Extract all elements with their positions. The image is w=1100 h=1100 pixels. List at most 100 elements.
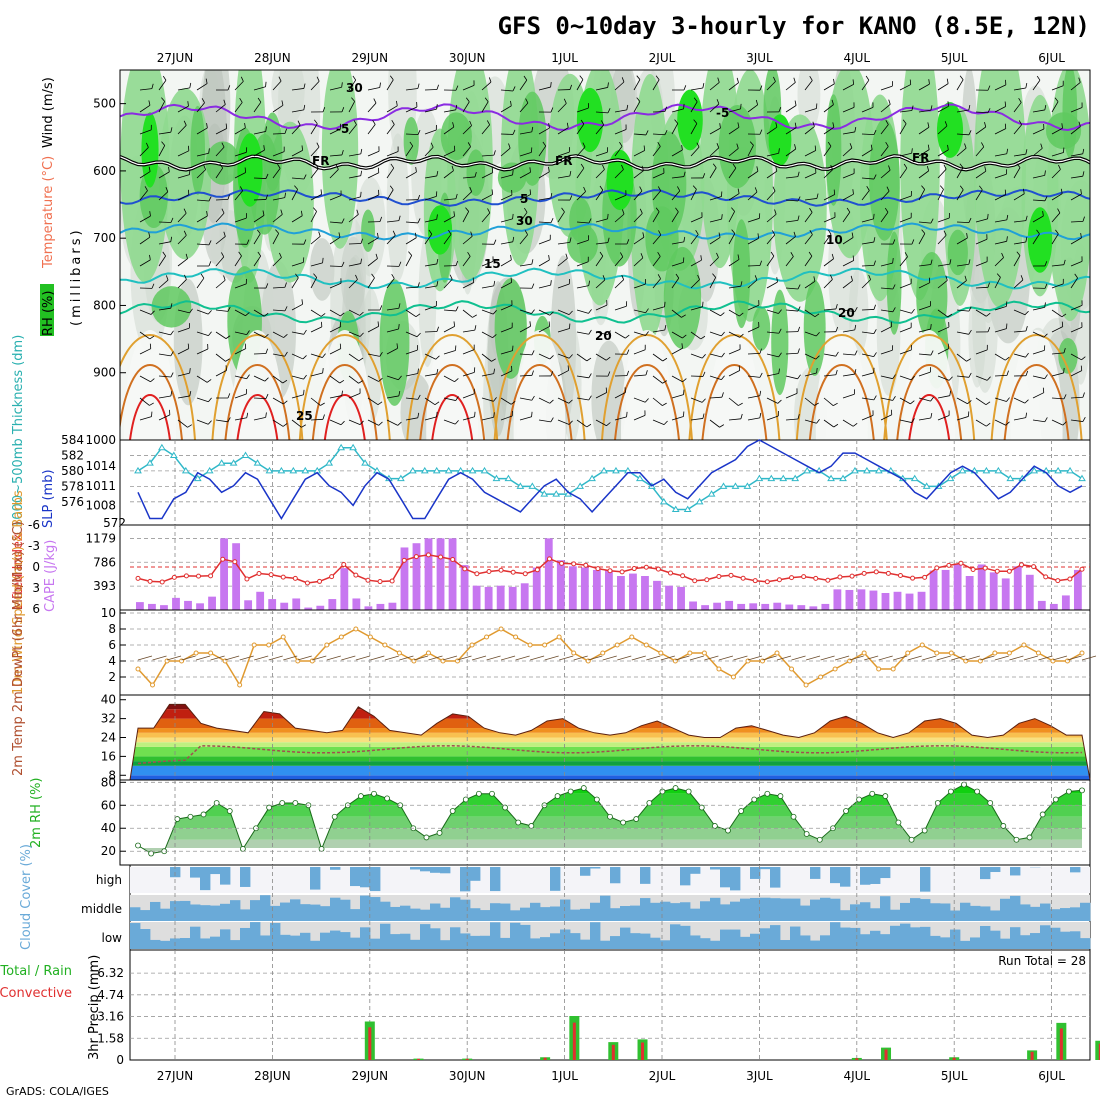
- wind-barb-flag: [892, 258, 894, 264]
- wind-barb-flag: [645, 370, 648, 376]
- wind-barb-flag: [223, 231, 226, 237]
- wind-barb: [709, 419, 720, 428]
- thickness-marker: [516, 482, 525, 489]
- precip-conv-bar: [368, 1027, 372, 1060]
- wind-barb-flag: [695, 229, 699, 235]
- wind-barb: [196, 309, 209, 315]
- temp-contour-25: [120, 334, 196, 440]
- wind-barb-flag: [263, 145, 265, 151]
- lifted-index-marker: [329, 574, 335, 580]
- cape-bar: [232, 543, 241, 610]
- wind-barb: [861, 79, 870, 91]
- thickness-marker: [803, 466, 812, 474]
- wind10-barb: [631, 655, 646, 661]
- wind10-barb: [254, 655, 269, 661]
- wind-barb-flag: [852, 255, 855, 261]
- rh-marker: [895, 819, 902, 826]
- wind-barb: [975, 218, 988, 223]
- lifted-index-marker: [365, 577, 371, 583]
- wind-barb-flag: [1080, 233, 1082, 239]
- wind-barb-flag: [1044, 261, 1048, 267]
- wind-barb-flag: [149, 254, 151, 260]
- cloud-cell: [370, 897, 381, 921]
- wind-barb: [481, 353, 492, 362]
- wind-barb-flag: [257, 97, 262, 103]
- wind-barb: [880, 287, 893, 290]
- rh-marker: [633, 816, 640, 822]
- wind-barb: [880, 375, 893, 380]
- cloud-cell: [520, 924, 531, 949]
- lifted-index-marker: [1055, 578, 1061, 584]
- wind-barb-flag: [911, 148, 913, 154]
- wind-barb-flag: [529, 321, 531, 327]
- wind-barb: [956, 397, 968, 405]
- cape-bar: [701, 605, 710, 610]
- wind-barb-flag: [277, 163, 281, 169]
- wind-barb: [937, 395, 950, 399]
- wind-barb: [1013, 255, 1021, 267]
- wind-barb: [728, 82, 739, 91]
- wind-barb: [937, 125, 948, 135]
- rh-marker: [239, 846, 246, 852]
- wind-barb-flag: [227, 194, 230, 200]
- cloud-cell: [410, 908, 421, 921]
- wind-barb-flag: [655, 75, 660, 80]
- freezing-level-inner: [120, 155, 1090, 171]
- wind-barb-flag: [797, 306, 801, 312]
- wind-barb: [842, 329, 855, 333]
- lifted-index-marker: [885, 570, 891, 576]
- wind10-marker: [324, 642, 330, 648]
- wind10-barb: [951, 655, 966, 661]
- wind10-marker: [396, 650, 402, 656]
- cloud-cell: [980, 867, 991, 880]
- wind-barb: [310, 80, 320, 91]
- cloud-cell: [140, 929, 151, 949]
- wind-barb-flag: [150, 310, 155, 315]
- wind-barb-flag: [939, 185, 944, 190]
- wind-barb: [785, 105, 797, 113]
- cloud-cell: [710, 940, 721, 949]
- cloud-cell: [220, 929, 231, 949]
- wind-barb: [519, 102, 529, 113]
- cloud-cell: [330, 930, 341, 949]
- wind-barb: [576, 79, 584, 91]
- wind-barb-flag: [621, 77, 625, 83]
- cloud-cell: [880, 867, 891, 879]
- cloud-cell: [310, 904, 321, 921]
- cape-bar: [917, 591, 926, 610]
- wind-barb: [481, 81, 492, 91]
- cape-bar: [821, 603, 830, 610]
- wind-barb-flag: [987, 108, 991, 113]
- wind-barb-flag: [835, 304, 838, 310]
- wind10-marker: [905, 650, 911, 656]
- wind-barb-flag: [1025, 326, 1028, 332]
- wind-barb: [557, 397, 569, 404]
- wind-barb: [785, 309, 798, 312]
- thickness-marker: [635, 474, 644, 482]
- thickness-marker: [779, 474, 788, 482]
- wind-barb-flag: [170, 127, 173, 133]
- wind-barb-flag: [812, 121, 815, 127]
- wind-barb: [215, 309, 228, 312]
- wind-barb-flag: [353, 120, 357, 125]
- cloud-cell: [660, 940, 671, 949]
- wind-barb: [158, 414, 171, 421]
- wind-barb-flag: [238, 251, 242, 257]
- wind-barb: [842, 373, 855, 377]
- wind-barb-flag: [452, 122, 455, 128]
- thickness-marker: [839, 474, 847, 482]
- temp-contour-25: [688, 334, 781, 440]
- wind-barb: [215, 353, 226, 362]
- wind-barb: [899, 327, 912, 333]
- temp-contour-25: [601, 334, 693, 440]
- wind-barb: [956, 109, 969, 113]
- wind-barb-flag: [246, 374, 250, 379]
- wind-barb: [367, 237, 379, 245]
- wind-barb-flag: [417, 412, 420, 418]
- cloud-cell: [210, 867, 221, 875]
- wind-barb: [158, 131, 171, 135]
- wind-barb: [861, 133, 875, 136]
- wind-barb-flag: [814, 402, 819, 406]
- wind-barb-flag: [301, 424, 306, 428]
- cape-bar: [1001, 578, 1010, 610]
